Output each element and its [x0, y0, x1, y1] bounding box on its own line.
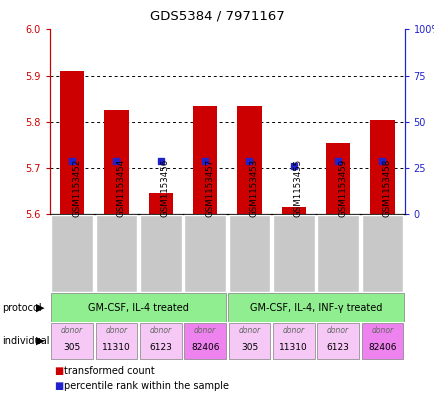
Bar: [193, 106, 217, 214]
Text: donor: donor: [371, 326, 392, 335]
Text: ■: ■: [54, 366, 63, 376]
Bar: [316, 215, 358, 292]
Bar: [228, 323, 270, 359]
Bar: [140, 323, 181, 359]
Bar: [325, 143, 349, 214]
Text: 305: 305: [63, 343, 81, 352]
Text: ▶: ▶: [36, 336, 44, 346]
Bar: [95, 215, 137, 292]
Bar: [237, 106, 261, 214]
Text: donor: donor: [105, 326, 127, 335]
Text: transformed count: transformed count: [64, 366, 155, 376]
Text: percentile rank within the sample: percentile rank within the sample: [64, 381, 229, 391]
Text: GSM1153456: GSM1153456: [161, 158, 169, 217]
Text: 6123: 6123: [326, 343, 349, 352]
Text: donor: donor: [282, 326, 304, 335]
Bar: [51, 323, 93, 359]
Text: 82406: 82406: [367, 343, 396, 352]
Text: GSM1153452: GSM1153452: [72, 158, 81, 217]
Text: GSM1153458: GSM1153458: [381, 158, 391, 217]
Text: protocol: protocol: [2, 303, 42, 312]
Bar: [140, 215, 181, 292]
Bar: [228, 215, 270, 292]
Text: donor: donor: [61, 326, 83, 335]
Text: 6123: 6123: [149, 343, 172, 352]
Bar: [361, 323, 402, 359]
Text: 82406: 82406: [191, 343, 219, 352]
Text: 11310: 11310: [279, 343, 307, 352]
Text: GSM1153453: GSM1153453: [249, 158, 258, 217]
Bar: [51, 215, 93, 292]
Text: GSM1153459: GSM1153459: [337, 158, 346, 217]
Text: ▶: ▶: [36, 303, 44, 312]
Bar: [51, 293, 226, 321]
Text: 305: 305: [240, 343, 257, 352]
Bar: [95, 323, 137, 359]
Text: donor: donor: [149, 326, 171, 335]
Text: individual: individual: [2, 336, 49, 346]
Bar: [316, 323, 358, 359]
Bar: [60, 71, 84, 214]
Bar: [148, 193, 173, 214]
Bar: [104, 110, 128, 214]
Text: GM-CSF, IL-4, INF-γ treated: GM-CSF, IL-4, INF-γ treated: [249, 303, 381, 312]
Bar: [281, 207, 305, 214]
Bar: [184, 323, 225, 359]
Text: GSM1153455: GSM1153455: [293, 158, 302, 217]
Bar: [369, 119, 394, 214]
Text: donor: donor: [326, 326, 349, 335]
Text: GSM1153457: GSM1153457: [205, 158, 214, 217]
Text: donor: donor: [238, 326, 260, 335]
Bar: [361, 215, 402, 292]
Bar: [228, 293, 403, 321]
Text: GM-CSF, IL-4 treated: GM-CSF, IL-4 treated: [88, 303, 189, 312]
Text: 11310: 11310: [102, 343, 131, 352]
Text: ■: ■: [54, 381, 63, 391]
Bar: [184, 215, 225, 292]
Text: GDS5384 / 7971167: GDS5384 / 7971167: [150, 10, 284, 23]
Bar: [272, 323, 314, 359]
Text: GSM1153454: GSM1153454: [116, 158, 125, 217]
Bar: [272, 215, 314, 292]
Text: donor: donor: [194, 326, 216, 335]
